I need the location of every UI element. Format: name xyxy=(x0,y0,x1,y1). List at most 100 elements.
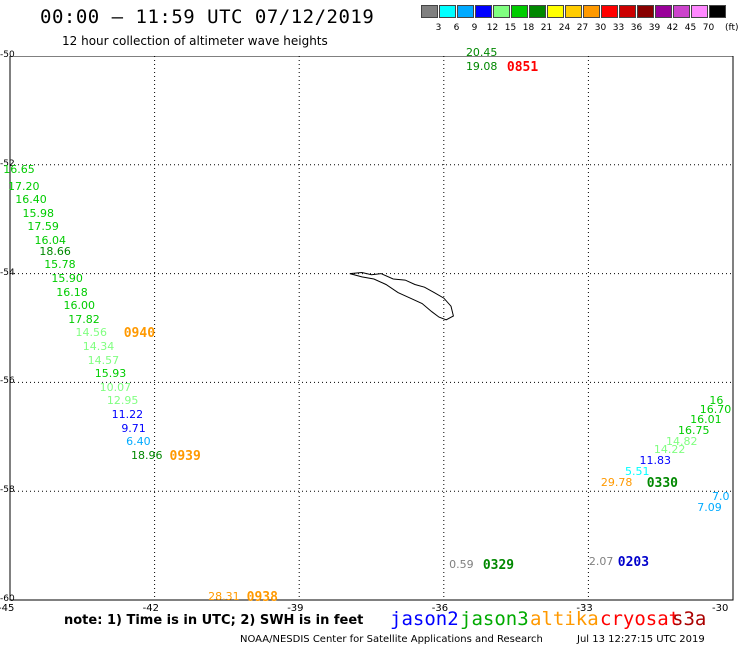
wave-height-value: 9.71 xyxy=(121,421,146,435)
legend-swatch-label: 24 xyxy=(558,23,571,33)
wave-height-value: 10.07 xyxy=(99,380,132,394)
satellite-name-cryosat: cryosat xyxy=(600,608,681,630)
pass-time-label: 0203 xyxy=(617,554,650,570)
wave-height-value: 16.01 xyxy=(690,413,722,427)
legend-swatch-label: 70 xyxy=(702,23,715,33)
wave-height-value: 14.57 xyxy=(87,353,120,367)
latitude-tick-label: -52 xyxy=(0,158,15,169)
wave-height-value: 16.70 xyxy=(699,402,732,416)
plot-frame xyxy=(9,56,734,601)
wave-height-value: 14.22 xyxy=(653,443,686,457)
longitude-tick-label: -42 xyxy=(142,603,159,614)
satellite-name-jason2: jason2 xyxy=(390,608,459,630)
legend-swatch xyxy=(511,5,528,18)
wave-height-value: 16.40 xyxy=(15,193,47,207)
wave-height-value: 15.98 xyxy=(22,206,55,220)
pass-time-label: 0329 xyxy=(482,557,515,573)
legend-swatch-label: 9 xyxy=(471,23,478,33)
legend-swatch-label: 36 xyxy=(630,23,643,33)
wave-height-value: 15.93 xyxy=(94,367,127,381)
wave-height-value: 16.18 xyxy=(56,285,88,299)
legend-unit: (ft) xyxy=(725,23,739,33)
wave-height-value: 16 xyxy=(709,394,724,408)
map-title: 00:00 – 11:59 UTC 07/12/2019 xyxy=(40,6,375,28)
legend-swatch-label: 21 xyxy=(540,23,553,33)
legend-swatch-label: 15 xyxy=(504,23,517,33)
pass-time-label: 0938 xyxy=(246,590,278,606)
map-subtitle: 12 hour collection of altimeter wave hei… xyxy=(62,34,328,48)
wave-height-value: 15.90 xyxy=(51,272,83,286)
footer-note: note: 1) Time is in UTC; 2) SWH is in fe… xyxy=(64,613,364,628)
legend-swatch xyxy=(565,5,582,18)
wave-height-value: 16.00 xyxy=(63,299,95,313)
latitude-tick-label: -60 xyxy=(0,594,15,604)
legend-swatch-label: 12 xyxy=(486,23,499,33)
wave-height-value: 14.82 xyxy=(665,435,698,449)
legend-swatch-label: 39 xyxy=(648,23,661,33)
legend-swatch-label: 45 xyxy=(684,23,697,33)
legend-swatch xyxy=(673,5,690,18)
legend-swatch xyxy=(709,5,726,18)
latitude-tick-label: -54 xyxy=(0,267,15,278)
latitude-tick-label: -56 xyxy=(0,376,15,387)
legend-swatch-label: 33 xyxy=(612,23,625,33)
wave-height-value: 7.0 xyxy=(712,489,730,503)
legend-swatch-label: 27 xyxy=(576,23,589,33)
pass-time-label: 0330 xyxy=(646,476,678,492)
wave-height-value: 7.09 xyxy=(697,500,722,514)
wave-height-value: 11.83 xyxy=(639,454,671,468)
satellite-name-s3a: s3a xyxy=(672,608,707,630)
south-georgia-coastline xyxy=(349,271,454,321)
longitude-tick-label: -36 xyxy=(431,603,449,614)
wave-height-value: 11.22 xyxy=(111,408,144,422)
legend-swatch xyxy=(619,5,636,18)
wave-height-value: 2.07 xyxy=(588,554,614,568)
wave-height-value: 14.34 xyxy=(82,340,115,354)
pass-time-label: 0939 xyxy=(169,448,201,464)
wave-height-value: 20.45 xyxy=(465,46,498,60)
wave-height-value: 17.82 xyxy=(68,312,100,326)
legend-swatch xyxy=(493,5,510,18)
legend-swatch xyxy=(421,5,438,18)
generation-timestamp: Jul 13 12:27:15 UTC 2019 xyxy=(577,634,705,645)
wave-height-value: 16.04 xyxy=(34,233,67,247)
wave-height-value: 18.96 xyxy=(130,448,163,462)
pass-time-label: 0851 xyxy=(506,59,539,75)
legend-swatch xyxy=(655,5,672,18)
wave-height-value: 29.78 xyxy=(600,476,633,490)
wave-height-value: 15.78 xyxy=(44,258,76,272)
wave-height-value: 16.75 xyxy=(678,424,710,438)
legend-swatch-label: 6 xyxy=(453,23,460,33)
credit-line: NOAA/NESDIS Center for Satellite Applica… xyxy=(240,634,543,645)
legend-swatch xyxy=(529,5,546,18)
legend-swatch xyxy=(457,5,474,18)
map-plot-area xyxy=(0,56,740,602)
wave-height-value: 6.40 xyxy=(126,435,151,449)
legend-swatch-label: 42 xyxy=(666,23,679,33)
legend-swatch xyxy=(583,5,600,18)
latitude-tick-label: -58 xyxy=(0,485,15,496)
wave-height-value: 5.51 xyxy=(625,465,650,479)
legend-swatch xyxy=(475,5,492,18)
legend-swatch xyxy=(601,5,618,18)
wave-height-value: 14.56 xyxy=(75,326,108,340)
pass-time-label: 0940 xyxy=(123,326,156,342)
satellite-name-altika: altika xyxy=(530,608,599,630)
legend-swatch xyxy=(547,5,564,18)
legend-swatch-label: 30 xyxy=(594,23,607,33)
legend-swatch xyxy=(691,5,708,18)
wave-height-value: 17.20 xyxy=(8,179,40,193)
wave-height-value: 16.65 xyxy=(3,163,35,177)
longitude-tick-label: -30 xyxy=(712,603,729,614)
legend-swatch-label: 18 xyxy=(522,23,535,33)
latitude-tick-label: -50 xyxy=(0,50,15,60)
wave-height-value: 18.66 xyxy=(39,244,71,258)
legend-swatch xyxy=(637,5,654,18)
wave-height-value: 17.59 xyxy=(27,220,59,234)
wave-height-value: 28.31 xyxy=(208,590,240,604)
satellite-name-jason3: jason3 xyxy=(460,608,529,630)
legend-swatch-label: 3 xyxy=(435,23,442,33)
longitude-tick-label: -39 xyxy=(287,603,304,614)
map-svg xyxy=(9,56,734,601)
